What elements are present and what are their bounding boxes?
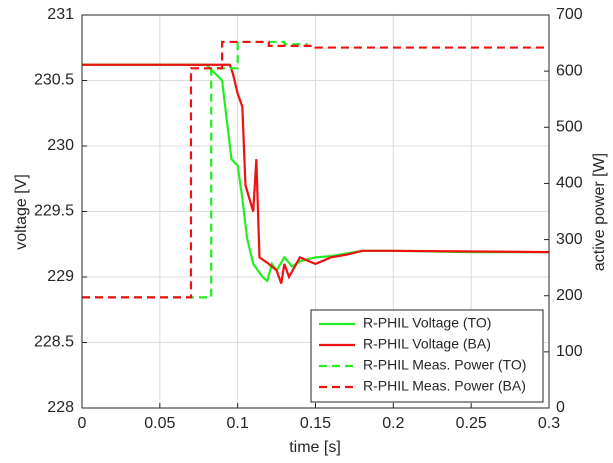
y2-tick-label: 300: [556, 231, 583, 248]
legend-label: R-PHIL Voltage (TO): [363, 315, 491, 331]
y-tick-label: 231: [47, 6, 74, 23]
x-tick-label: 0.05: [144, 415, 175, 432]
legend-label: R-PHIL Voltage (BA): [363, 336, 491, 352]
y2-tick-label: 200: [556, 287, 583, 304]
y-tick-label: 229.5: [34, 203, 74, 220]
series-line: [82, 63, 549, 283]
x-tick-label: 0.3: [538, 415, 560, 432]
y-tick-label: 228: [47, 399, 74, 416]
y2-tick-label: 0: [556, 399, 565, 416]
y-tick-label: 230: [47, 137, 74, 154]
y-tick-label: 228.5: [34, 334, 74, 351]
y2-tick-label: 600: [556, 62, 583, 79]
x-tick-label: 0.2: [382, 415, 404, 432]
series-line: [82, 40, 308, 299]
x-tick-label: 0.1: [227, 415, 249, 432]
y-axis-label: voltage [V]: [13, 174, 30, 250]
y-tick-label: 230.5: [34, 72, 74, 89]
y2-tick-label: 100: [556, 343, 583, 360]
y2-tick-label: 400: [556, 175, 583, 192]
series-line: [82, 40, 549, 299]
series-line: [82, 63, 550, 284]
y2-tick-label: 500: [556, 119, 583, 136]
legend-label: R-PHIL Meas. Power (BA): [363, 378, 526, 394]
x-tick-label: 0: [78, 415, 87, 432]
y2-axis-label: active power [W]: [591, 153, 608, 271]
plot-frame: [81, 14, 550, 409]
legend-label: R-PHIL Meas. Power (TO): [363, 357, 526, 373]
x-tick-label: 0.15: [300, 415, 331, 432]
x-axis-label: time [s]: [289, 439, 341, 456]
y-tick-label: 229: [47, 268, 74, 285]
y2-tick-label: 700: [556, 6, 583, 23]
x-tick-label: 0.25: [456, 415, 487, 432]
